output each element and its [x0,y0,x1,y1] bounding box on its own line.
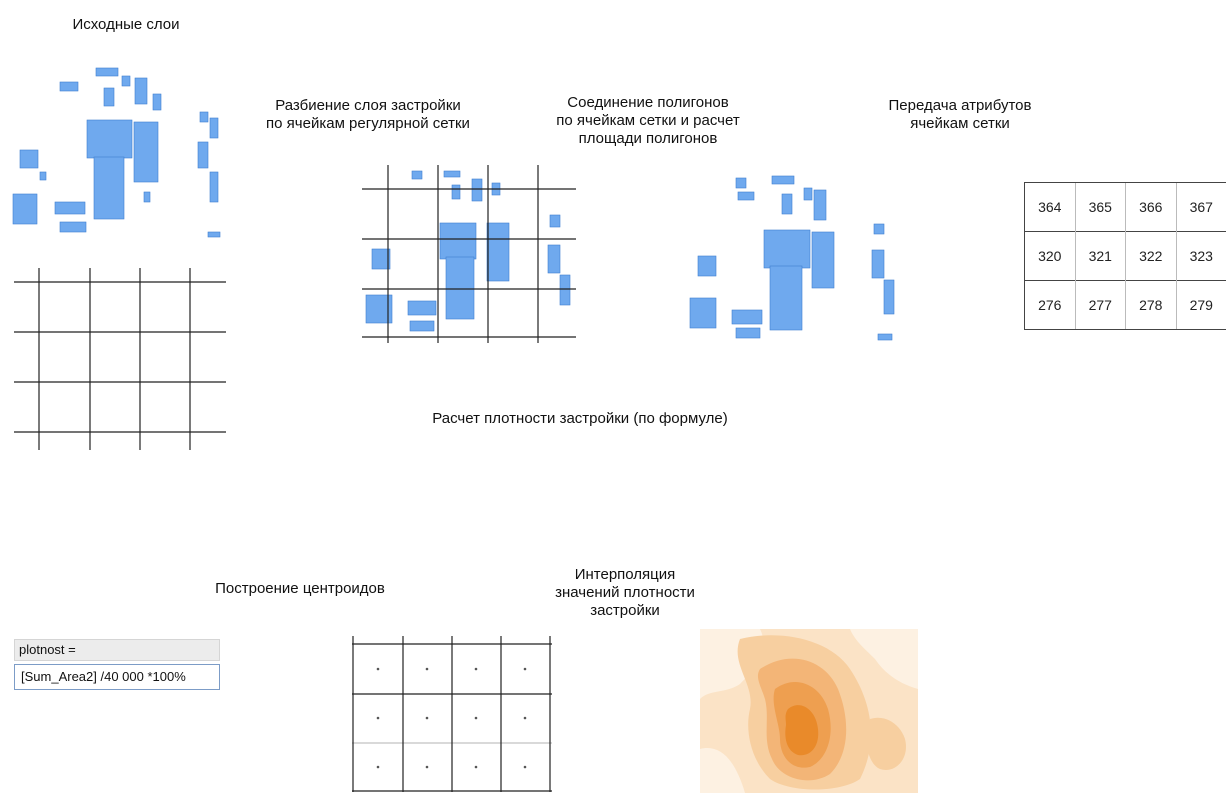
centroid-points [376,667,527,769]
grid-cell-id: 364 [1024,182,1075,232]
table-row: 276 277 278 279 [1024,280,1226,330]
label-density-calc: Расчет плотности застройки (по формуле) [432,410,728,427]
source-buildings-map [12,67,221,238]
label-split-layer: Разбиение слоя застройки по ячейкам регу… [266,97,470,132]
attribute-table: 364 365 366 367 320 321 322 323 276 277 … [1024,182,1226,330]
grid-cell-id: 276 [1024,280,1075,330]
formula-box: plotnost = [Sum_Area2] /40 000 *100% [14,639,220,691]
label-centroids: Построение центроидов [215,580,385,597]
density-interpolation-map [700,629,918,793]
grid-cell-id: 323 [1175,231,1226,281]
joined-polygons-map [689,175,895,341]
grid-cell-id: 365 [1074,182,1126,232]
grid-cell-id: 366 [1125,182,1176,232]
label-join-polygons: Соединение полигонов по ячейкам сетки и … [556,94,740,147]
table-row: 364 365 366 367 [1024,182,1226,232]
grid-cell-id: 320 [1024,231,1075,281]
grid-cell-id: 367 [1175,182,1226,232]
source-grid [14,268,226,450]
label-transfer-attributes: Передача атрибутов ячейкам сетки [888,97,1032,132]
grid-cell-id: 277 [1074,280,1126,330]
grid-cell-id: 278 [1125,280,1176,330]
centroid-grid [352,636,552,792]
label-interpolation: Интерполяция значений плотности застройк… [555,566,695,619]
table-row: 320 321 322 323 [1024,231,1226,281]
label-source-layers: Исходные слои [72,16,180,33]
split-layer-map [362,165,576,343]
grid-cell-id: 321 [1074,231,1126,281]
formula-field-name: plotnost = [14,639,220,661]
grid-cell-id: 279 [1175,280,1226,330]
grid-cell-id: 322 [1125,231,1176,281]
formula-expression-input[interactable]: [Sum_Area2] /40 000 *100% [14,664,220,690]
